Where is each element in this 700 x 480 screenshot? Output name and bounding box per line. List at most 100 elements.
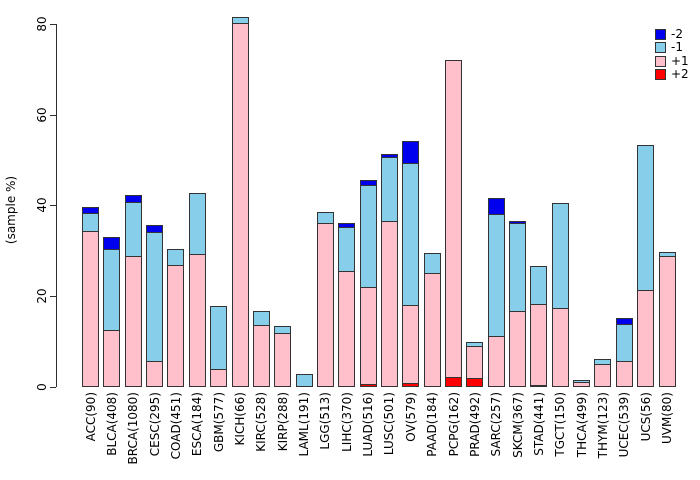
bar-segment--1: [295, 374, 313, 387]
bar-segment-+2: [466, 378, 484, 387]
y-tick-mark: [50, 296, 56, 298]
bar-segment-+1: [103, 330, 121, 387]
bar-segment-+1: [231, 23, 249, 387]
bar-segment-+2: [445, 377, 462, 387]
x-axis-label: PCPG(162): [446, 392, 461, 457]
x-axis-label: UCEC(539): [617, 392, 632, 458]
x-axis-label: TGCT(150): [553, 392, 568, 457]
bar-PRAD(492): [466, 342, 484, 387]
x-axis-label: LGG(513): [318, 392, 333, 450]
bar-segment--1: [423, 253, 441, 274]
bar-segment--1: [338, 227, 356, 272]
bar-THYM(123): [594, 359, 612, 387]
bar-segment-+1: [188, 254, 206, 387]
bar-STAD(441): [530, 266, 548, 387]
y-tick-mark: [50, 114, 56, 116]
bar-segment-+1: [316, 223, 334, 387]
bar-PCPG(162): [445, 60, 462, 387]
bar-segment--1: [637, 145, 655, 291]
bar-segment-+2: [530, 385, 548, 387]
bar-LGG(513): [316, 212, 334, 387]
y-axis-title: (sample %): [4, 175, 18, 245]
bar-segment--1: [359, 185, 377, 288]
legend-label: +2: [671, 67, 689, 82]
bar-LUSC(501): [380, 154, 398, 387]
bar-segment-+1: [637, 290, 655, 387]
bar-LAML(191): [295, 374, 313, 387]
x-axis-label: CESC(295): [147, 392, 162, 457]
bar-segment--1: [402, 163, 420, 306]
x-axis-label: LUSC(501): [382, 392, 397, 456]
legend-label: -1: [671, 40, 683, 55]
bar-SKCM(367): [509, 221, 526, 387]
bar-segment--1: [103, 249, 121, 331]
bar-THCA(499): [573, 380, 590, 387]
bar-segment-+1: [509, 311, 526, 387]
bar-segment-+1: [551, 308, 569, 387]
bar-KIRC(528): [252, 311, 270, 387]
x-axis-label: UCS(56): [638, 392, 653, 442]
bar-segment-+1: [380, 221, 398, 387]
bar-segment-+1: [530, 304, 548, 386]
y-tick-label: 60: [35, 107, 49, 123]
legend-swatch-+1: [655, 55, 666, 67]
bar-segment-+1: [615, 361, 633, 387]
bar-segment-+1: [252, 325, 270, 387]
bar-UCEC(539): [615, 318, 633, 387]
bar-segment-+1: [573, 382, 590, 387]
bar-segment-+1: [466, 346, 484, 379]
y-tick-mark: [50, 23, 56, 25]
y-tick-label: 80: [35, 16, 49, 32]
x-axis-label: PAAD(184): [425, 392, 440, 457]
legend-swatch--2: [655, 29, 666, 40]
bar-segment-+1: [658, 256, 676, 387]
bar-ESCA(184): [188, 193, 206, 387]
bar-segment--1: [146, 232, 164, 362]
bar-segment-+1: [124, 256, 142, 387]
bar-SARC(257): [487, 198, 505, 387]
x-axis-label: UVM(80): [660, 392, 674, 444]
bar-segment--1: [615, 324, 633, 362]
x-axis-label: LUAD(516): [361, 392, 376, 457]
x-axis-label: STAD(441): [531, 392, 546, 456]
x-axis-label: OV(579): [403, 392, 418, 442]
bar-segment-+1: [402, 305, 420, 384]
bar-segment--1: [551, 203, 569, 309]
x-axis-label: ESCA(184): [190, 392, 205, 457]
bar-segment-+2: [402, 383, 420, 387]
legend-label: -2: [671, 27, 683, 41]
legend-swatch-+2: [655, 69, 666, 81]
bar-segment--1: [252, 311, 270, 326]
bar-KICH(66): [231, 17, 249, 387]
bar-segment--1: [124, 202, 142, 257]
x-axis-label: THYM(123): [595, 392, 610, 459]
bar-segment-+1: [167, 265, 185, 387]
bar-OV(579): [402, 141, 420, 387]
bar-segment-+1: [359, 287, 377, 385]
y-axis-line: [56, 23, 57, 387]
bar-segment--1: [82, 213, 99, 232]
bar-segment--1: [530, 266, 548, 305]
bar-segment-+1: [82, 231, 99, 387]
y-tick-mark: [50, 205, 56, 207]
bar-PAAD(184): [423, 253, 441, 387]
bar-segment-+1: [445, 60, 462, 378]
x-axis-label: BLCA(408): [104, 392, 119, 456]
y-tick-label: 40: [35, 197, 49, 214]
y-tick-label: 20: [35, 288, 49, 304]
bar-segment-+1: [594, 364, 612, 387]
bar-BLCA(408): [103, 237, 121, 387]
bar-LUAD(516): [359, 180, 377, 387]
bar-segment--1: [167, 249, 185, 266]
bar-segment-+1: [338, 271, 356, 387]
bar-segment--2: [487, 198, 505, 215]
y-tick-label: 0: [35, 383, 49, 391]
bar-segment--1: [487, 214, 505, 337]
bar-CESC(295): [146, 225, 164, 387]
x-axis-label: SARC(257): [489, 392, 504, 457]
x-axis-label: KIRC(528): [254, 392, 269, 452]
legend-swatch--1: [655, 42, 666, 54]
y-tick-mark: [50, 387, 56, 388]
bar-segment--1: [210, 306, 228, 370]
